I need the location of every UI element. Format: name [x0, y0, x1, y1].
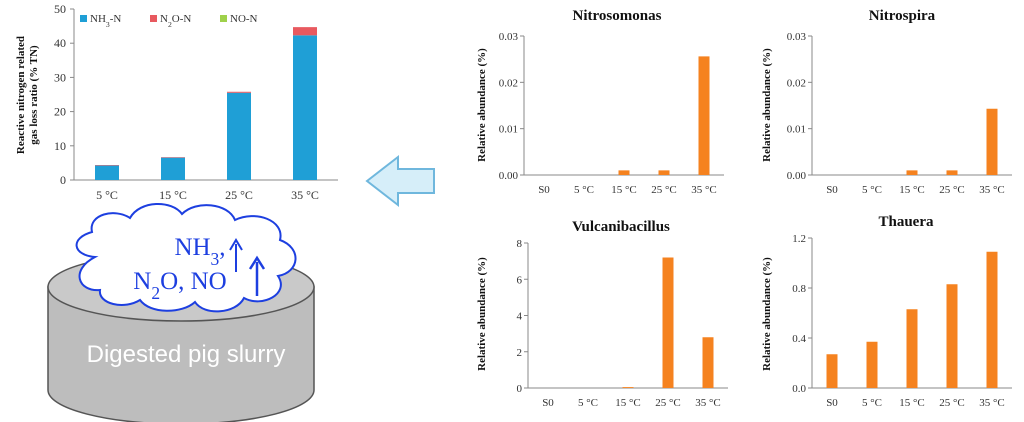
y-tick-label: 6: [517, 274, 523, 286]
x-tick-label: 15 °C: [611, 184, 637, 196]
x-tick-label: 35 °C: [979, 397, 1005, 409]
y-tick-label: 50: [54, 2, 66, 16]
gas-line-2: N2O, NO: [133, 268, 226, 303]
y-tick-label: 0.03: [787, 31, 807, 43]
y-tick-label: 0.00: [499, 170, 519, 182]
thauera-chart: Thauera 0.0 0.4 0.8 1.2 Relative abundance (%…: [761, 214, 1012, 409]
y-axis-label: Relative abundance (%): [476, 48, 488, 162]
bar: [658, 170, 670, 175]
bar-nh3-n: [161, 157, 185, 180]
x-tick-label: 35 °C: [291, 188, 319, 202]
y-tick-label: 0.02: [787, 77, 806, 89]
bar: [906, 170, 918, 175]
y-tick-label: 8: [517, 238, 523, 250]
x-tick-label: S0: [542, 397, 554, 409]
y-tick-label: 40: [54, 36, 66, 50]
bar: [986, 251, 998, 388]
y-tick-label: 2: [517, 347, 523, 359]
y-tick-label: 1.2: [792, 233, 806, 245]
cloud-icon: [75, 202, 297, 313]
x-tick-label: 35 °C: [695, 397, 721, 409]
y-tick-label: 0: [60, 173, 66, 187]
nitrosomonas-chart: Nitrosomonas 0.00 0.01 0.02 0.03 Relative abu…: [476, 8, 724, 196]
x-tick-label: 5 °C: [578, 397, 598, 409]
y-tick-label: 0.03: [499, 31, 519, 43]
y-tick-label: 0.4: [792, 333, 806, 345]
left-arrow-icon: [365, 154, 435, 208]
y-tick-label: 0.00: [787, 170, 807, 182]
panel-title: Vulcanibacillus: [572, 219, 670, 235]
x-tick-label: 15 °C: [159, 188, 187, 202]
slurry-label: Digested pig slurry: [87, 341, 286, 368]
y-tick-label: 10: [54, 139, 66, 153]
bar-nh3-n: [293, 35, 317, 180]
x-tick-label: 35 °C: [691, 184, 717, 196]
x-tick-label: 25 °C: [225, 188, 253, 202]
bar: [662, 257, 674, 388]
panel-title: Nitrosomonas: [573, 8, 662, 24]
legend-swatch: [150, 15, 157, 22]
bar: [946, 170, 958, 175]
y-axis-label: Reactive nitrogen relatedgas loss ratio …: [15, 36, 40, 154]
nitrospira-chart: Nitrospira 0.00 0.01 0.02 0.03 Relative abund…: [761, 8, 1012, 196]
x-tick-label: 15 °C: [899, 397, 925, 409]
y-tick-label: 0.01: [499, 124, 518, 136]
y-tick-label: 0.8: [792, 283, 806, 295]
y-axis-label: Relative abundance (%): [761, 257, 773, 371]
gas-loss-chart: 0 10 20 30 40 50 Reactive nitrogen relatedgas …: [15, 2, 338, 202]
y-tick-label: 20: [54, 105, 66, 119]
y-tick-label: 0: [517, 383, 523, 395]
bar: [986, 108, 998, 175]
x-tick-label: 5 °C: [862, 184, 882, 196]
bar: [866, 341, 878, 388]
bar-nh3-n: [95, 165, 119, 180]
x-tick-label: 25 °C: [651, 184, 677, 196]
x-tick-label: 5 °C: [574, 184, 594, 196]
bar: [906, 309, 918, 388]
x-tick-label: 25 °C: [939, 184, 965, 196]
y-axis-label: Relative abundance (%): [476, 257, 488, 371]
x-tick-label: S0: [826, 397, 838, 409]
y-axis-label: Relative abundance (%): [761, 48, 773, 162]
bar: [618, 170, 630, 175]
panel-title: Nitrospira: [869, 8, 936, 24]
x-tick-label: 25 °C: [655, 397, 681, 409]
bar: [946, 284, 958, 388]
x-tick-label: 5 °C: [862, 397, 882, 409]
x-tick-label: S0: [538, 184, 550, 196]
gas-emission-label: NH3, N2O, NO: [133, 234, 226, 303]
y-tick-label: 30: [54, 70, 66, 84]
bar-nh3-n: [227, 92, 251, 180]
gas-line-1: NH3,: [174, 234, 225, 269]
bar-n2o-n: [293, 27, 317, 36]
legend-label: N2O-N: [160, 13, 191, 29]
legend-label: NO-N: [230, 13, 258, 25]
x-tick-label: 15 °C: [899, 184, 925, 196]
vulcanibacillus-chart: Vulcanibacillus 0 2 4 6 8 Relative abundance (…: [476, 219, 728, 409]
bar: [622, 387, 634, 388]
bar-n2o-n: [95, 165, 119, 166]
legend-swatch: [80, 15, 87, 22]
y-tick-label: 0.0: [792, 383, 806, 395]
x-tick-label: 35 °C: [979, 184, 1005, 196]
bar-n2o-n: [227, 91, 251, 93]
up-arrow-icon: [229, 238, 266, 296]
bar: [698, 56, 710, 175]
x-tick-label: S0: [826, 184, 838, 196]
x-tick-label: 15 °C: [615, 397, 641, 409]
panel-title: Thauera: [878, 214, 934, 230]
y-tick-label: 4: [517, 311, 523, 323]
x-tick-label: 5 °C: [96, 188, 118, 202]
legend-swatch: [220, 15, 227, 22]
bar: [826, 354, 838, 388]
bar: [702, 337, 714, 388]
bar-n2o-n: [161, 157, 185, 158]
x-tick-label: 25 °C: [939, 397, 965, 409]
legend-label: NH3-N: [90, 13, 121, 29]
y-tick-label: 0.02: [499, 77, 518, 89]
y-tick-label: 0.01: [787, 124, 806, 136]
